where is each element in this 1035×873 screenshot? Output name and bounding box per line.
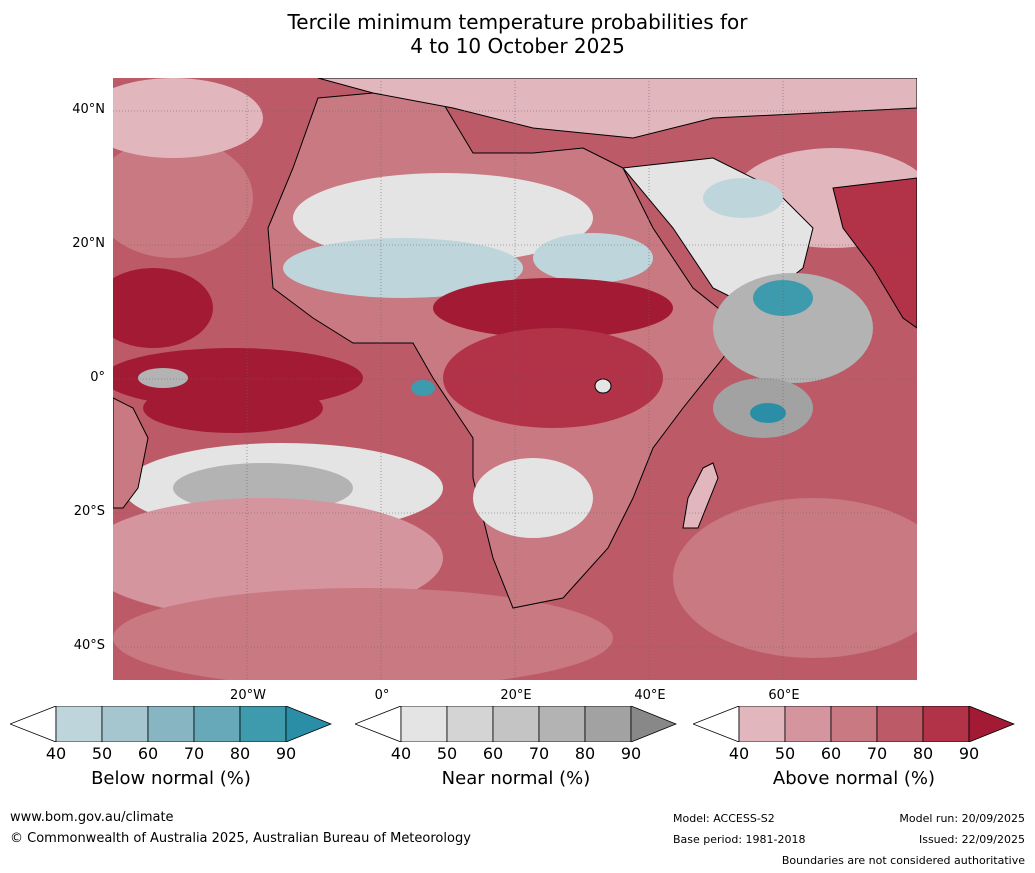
cb1-tick-90: 90 bbox=[275, 744, 297, 763]
lat-label-20n: 20°N bbox=[72, 236, 105, 251]
cb1-tick-50: 50 bbox=[91, 744, 113, 763]
lon-label-60e: 60°E bbox=[768, 688, 800, 703]
lon-label-40e: 40°E bbox=[634, 688, 666, 703]
colorbar-above-normal bbox=[691, 705, 1016, 743]
cb1-tick-40: 40 bbox=[45, 744, 67, 763]
footer-issued: Issued: 22/09/2025 bbox=[918, 833, 1025, 846]
colorbar-below-normal bbox=[8, 705, 333, 743]
footer-model-run: Model run: 20/09/2025 bbox=[899, 812, 1025, 825]
chart-title: Tercile minimum temperature probabilitie… bbox=[0, 10, 1035, 58]
colorbar-above-svg bbox=[691, 705, 1016, 743]
lat-label-20s: 20°S bbox=[73, 504, 105, 519]
footer-copyright: © Commonwealth of Australia 2025, Austra… bbox=[10, 831, 471, 846]
cb2-tick-90: 90 bbox=[620, 744, 642, 763]
footer-disclaimer: Boundaries are not considered authoritat… bbox=[781, 854, 1025, 867]
cb3-tick-40: 40 bbox=[728, 744, 750, 763]
cb2-tick-80: 80 bbox=[574, 744, 596, 763]
colorbar-below-title: Below normal (%) bbox=[91, 768, 251, 789]
lon-label-20w: 20°W bbox=[230, 688, 266, 703]
cb3-tick-70: 70 bbox=[866, 744, 888, 763]
cb1-tick-60: 60 bbox=[137, 744, 159, 763]
europe-land bbox=[317, 78, 917, 139]
south-america-land bbox=[113, 397, 149, 509]
colorbar-below-svg bbox=[8, 705, 333, 743]
cb3-tick-90: 90 bbox=[958, 744, 980, 763]
colorbar-near-title: Near normal (%) bbox=[441, 768, 591, 789]
colorbar-above-title: Above normal (%) bbox=[772, 768, 936, 789]
cb1-tick-80: 80 bbox=[229, 744, 251, 763]
lat-label-0: 0° bbox=[90, 370, 105, 385]
lat-label-40s: 40°S bbox=[73, 638, 105, 653]
lake-victoria bbox=[594, 378, 612, 394]
footer-base-period: Base period: 1981-2018 bbox=[673, 833, 806, 846]
lat-label-40n: 40°N bbox=[72, 102, 105, 117]
graticule bbox=[113, 78, 917, 680]
cb2-tick-40: 40 bbox=[390, 744, 412, 763]
map-canvas bbox=[113, 78, 917, 680]
colorbar-near-svg bbox=[353, 705, 678, 743]
probability-map bbox=[113, 78, 917, 680]
colorbar-near-normal bbox=[353, 705, 678, 743]
cb3-tick-60: 60 bbox=[820, 744, 842, 763]
footer-model: Model: ACCESS-S2 bbox=[673, 812, 775, 825]
footer-website[interactable]: www.bom.gov.au/climate bbox=[10, 810, 174, 825]
lon-label-0: 0° bbox=[374, 688, 390, 703]
india-land bbox=[832, 177, 917, 329]
cb3-tick-50: 50 bbox=[774, 744, 796, 763]
cb3-tick-80: 80 bbox=[912, 744, 934, 763]
madagascar-land bbox=[682, 462, 719, 529]
title-line-1: Tercile minimum temperature probabilitie… bbox=[287, 10, 748, 34]
cb2-tick-60: 60 bbox=[482, 744, 504, 763]
title-line-2: 4 to 10 October 2025 bbox=[410, 34, 625, 58]
lon-label-20e: 20°E bbox=[500, 688, 532, 703]
cb2-tick-70: 70 bbox=[528, 744, 550, 763]
cb2-tick-50: 50 bbox=[436, 744, 458, 763]
cb1-tick-70: 70 bbox=[183, 744, 205, 763]
